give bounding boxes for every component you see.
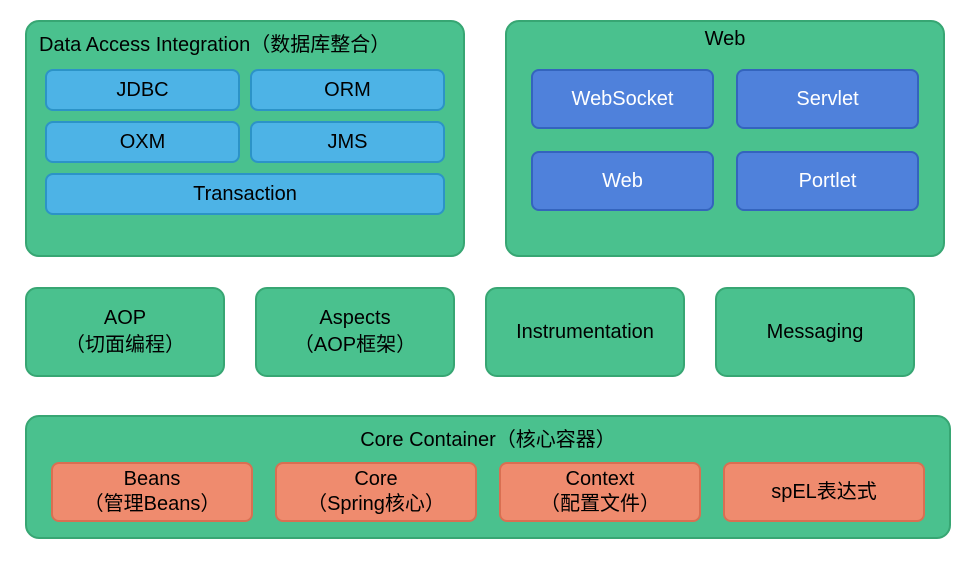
data-access-panel: Data Access Integration（数据库整合） JDBC ORM … — [25, 20, 465, 257]
transaction-box: Transaction — [45, 173, 445, 215]
jms-box: JMS — [250, 121, 445, 163]
instrumentation-box: Instrumentation — [485, 287, 685, 377]
beans-box: Beans （管理Beans） — [51, 462, 253, 522]
portlet-box: Portlet — [736, 151, 919, 211]
data-access-items: JDBC ORM OXM JMS Transaction — [27, 61, 463, 229]
web-box: Web — [531, 151, 714, 211]
context-box: Context （配置文件） — [499, 462, 701, 522]
core-items: Beans （管理Beans） Core （Spring核心） Context … — [27, 456, 949, 538]
oxm-box: OXM — [45, 121, 240, 163]
websocket-box: WebSocket — [531, 69, 714, 129]
jdbc-box: JDBC — [45, 69, 240, 111]
top-row: Data Access Integration（数据库整合） JDBC ORM … — [25, 20, 951, 257]
data-access-title: Data Access Integration（数据库整合） — [27, 22, 463, 61]
aspects-box: Aspects （AOP框架） — [255, 287, 455, 377]
middle-row: AOP （切面编程） Aspects （AOP框架） Instrumentati… — [25, 287, 951, 377]
servlet-box: Servlet — [736, 69, 919, 129]
core-box: Core （Spring核心） — [275, 462, 477, 522]
web-items: WebSocket Servlet Web Portlet — [507, 55, 943, 229]
messaging-box: Messaging — [715, 287, 915, 377]
core-panel: Core Container（核心容器） Beans （管理Beans） Cor… — [25, 415, 951, 539]
spel-box: spEL表达式 — [723, 462, 925, 522]
core-title: Core Container（核心容器） — [27, 417, 949, 456]
aop-box: AOP （切面编程） — [25, 287, 225, 377]
orm-box: ORM — [250, 69, 445, 111]
web-title: Web — [507, 22, 943, 55]
web-panel: Web WebSocket Servlet Web Portlet — [505, 20, 945, 257]
